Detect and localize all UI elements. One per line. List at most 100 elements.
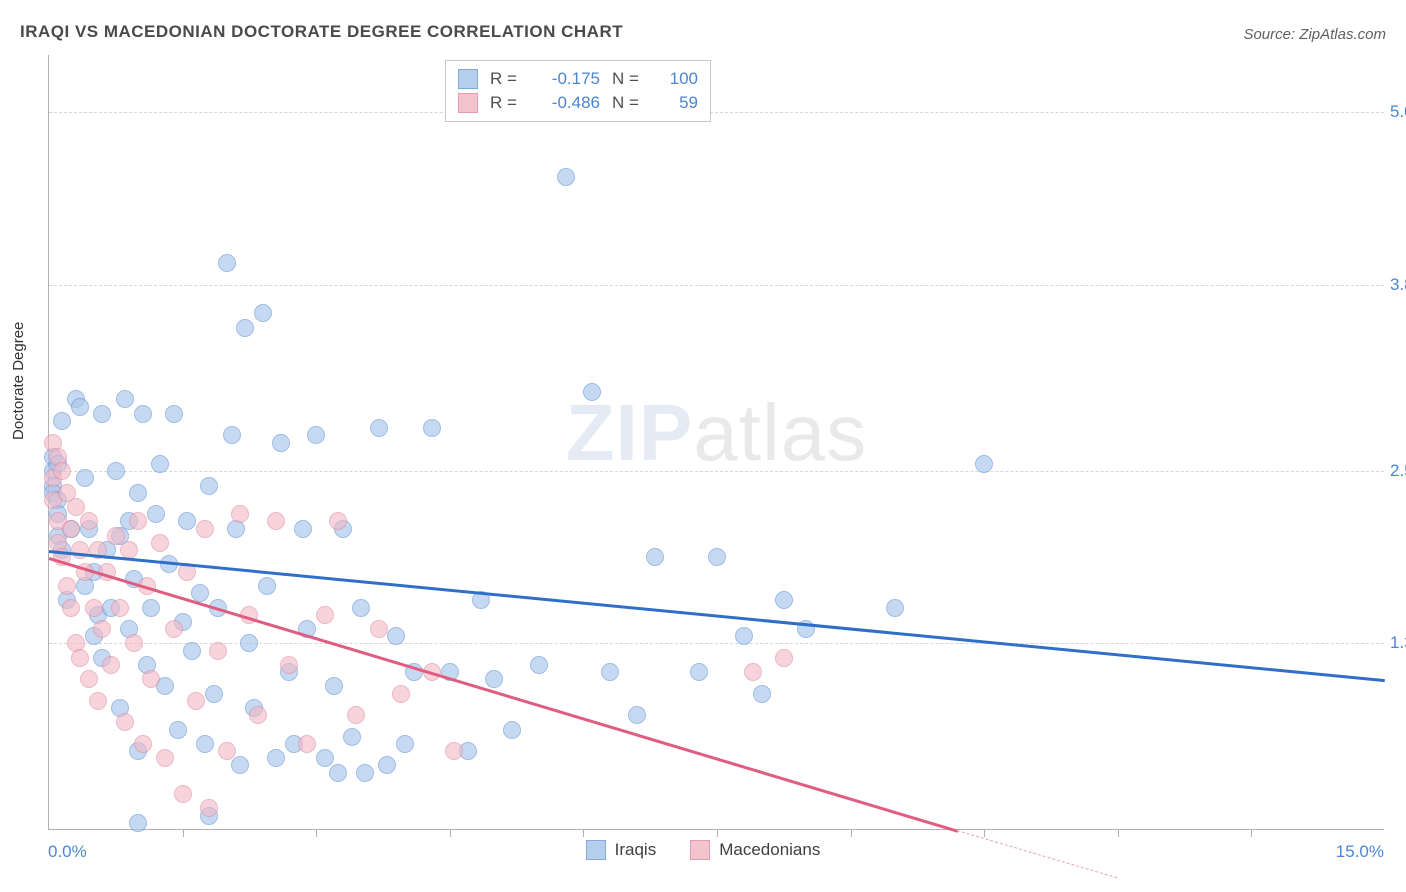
data-point — [775, 591, 793, 609]
data-point — [396, 735, 414, 753]
data-point — [107, 527, 125, 545]
plot-area: ZIPatlas 1.3%2.5%3.8%5.0% — [48, 55, 1384, 830]
x-tick — [851, 829, 852, 837]
data-point — [196, 735, 214, 753]
data-point — [254, 304, 272, 322]
data-point — [347, 706, 365, 724]
legend-swatch — [458, 69, 478, 89]
data-point — [601, 663, 619, 681]
data-point — [753, 685, 771, 703]
data-point — [744, 663, 762, 681]
data-point — [62, 520, 80, 538]
data-point — [316, 606, 334, 624]
data-point — [183, 642, 201, 660]
data-point — [111, 599, 129, 617]
x-tick — [1251, 829, 1252, 837]
legend-series-item: Iraqis — [586, 840, 657, 860]
data-point — [370, 419, 388, 437]
data-point — [200, 477, 218, 495]
data-point — [125, 634, 143, 652]
data-point — [151, 455, 169, 473]
legend-stats-row: R = -0.175 N = 100 — [458, 67, 698, 91]
y-axis-label: Doctorate Degree — [10, 322, 27, 440]
data-point — [205, 685, 223, 703]
data-point — [352, 599, 370, 617]
data-point — [165, 405, 183, 423]
data-point — [258, 577, 276, 595]
data-point — [646, 548, 664, 566]
watermark-part1: ZIP — [566, 388, 693, 477]
data-point — [387, 627, 405, 645]
data-point — [378, 756, 396, 774]
x-tick — [450, 829, 451, 837]
legend-stats-box: R =-0.175N =100R =-0.486N =59 — [445, 60, 711, 122]
data-point — [267, 512, 285, 530]
data-point — [102, 656, 120, 674]
y-tick-label: 2.5% — [1384, 461, 1406, 481]
legend-stats-row: R =-0.486N =59 — [458, 91, 698, 115]
data-point — [89, 692, 107, 710]
data-point — [356, 764, 374, 782]
chart-title: IRAQI VS MACEDONIAN DOCTORATE DEGREE COR… — [20, 22, 623, 42]
data-point — [80, 512, 98, 530]
data-point — [191, 584, 209, 602]
x-tick — [1118, 829, 1119, 837]
data-point — [129, 484, 147, 502]
data-point — [200, 799, 218, 817]
data-point — [116, 713, 134, 731]
watermark: ZIPatlas — [566, 387, 867, 479]
data-point — [236, 319, 254, 337]
data-point — [690, 663, 708, 681]
legend-r-label: R = — [490, 93, 524, 113]
data-point — [107, 462, 125, 480]
data-point — [71, 541, 89, 559]
legend-n-label: N = — [612, 69, 646, 89]
x-tick — [316, 829, 317, 837]
data-point — [165, 620, 183, 638]
data-point — [267, 749, 285, 767]
legend-r-value: -0.175 — [536, 69, 600, 89]
data-point — [209, 642, 227, 660]
legend-r-label: R = — [490, 69, 524, 89]
data-point — [156, 749, 174, 767]
data-point — [85, 599, 103, 617]
data-point — [445, 742, 463, 760]
legend-r-value: -0.486 — [536, 93, 600, 113]
data-point — [80, 670, 98, 688]
data-point — [129, 814, 147, 832]
data-point — [343, 728, 361, 746]
legend-series-label: Macedonians — [719, 840, 820, 860]
data-point — [298, 735, 316, 753]
legend-series: Iraqis Macedonians — [0, 840, 1406, 860]
data-point — [423, 419, 441, 437]
legend-n-value: 100 — [658, 69, 698, 89]
chart-container: IRAQI VS MACEDONIAN DOCTORATE DEGREE COR… — [0, 0, 1406, 892]
data-point — [67, 498, 85, 516]
legend-series-label: Iraqis — [615, 840, 657, 860]
data-point — [557, 168, 575, 186]
data-point — [975, 455, 993, 473]
data-point — [485, 670, 503, 688]
data-point — [316, 749, 334, 767]
data-point — [583, 383, 601, 401]
x-tick — [583, 829, 584, 837]
legend-swatch — [586, 840, 606, 860]
data-point — [147, 505, 165, 523]
legend-series-item: Macedonians — [690, 840, 820, 860]
gridline — [49, 112, 1384, 113]
data-point — [329, 764, 347, 782]
data-point — [151, 534, 169, 552]
data-point — [53, 462, 71, 480]
gridline — [49, 471, 1384, 472]
data-point — [708, 548, 726, 566]
data-point — [294, 520, 312, 538]
data-point — [503, 721, 521, 739]
data-point — [775, 649, 793, 667]
x-tick — [984, 829, 985, 837]
data-point — [231, 505, 249, 523]
y-tick-label: 1.3% — [1384, 633, 1406, 653]
data-point — [178, 512, 196, 530]
data-point — [735, 627, 753, 645]
data-point — [886, 599, 904, 617]
data-point — [530, 656, 548, 674]
